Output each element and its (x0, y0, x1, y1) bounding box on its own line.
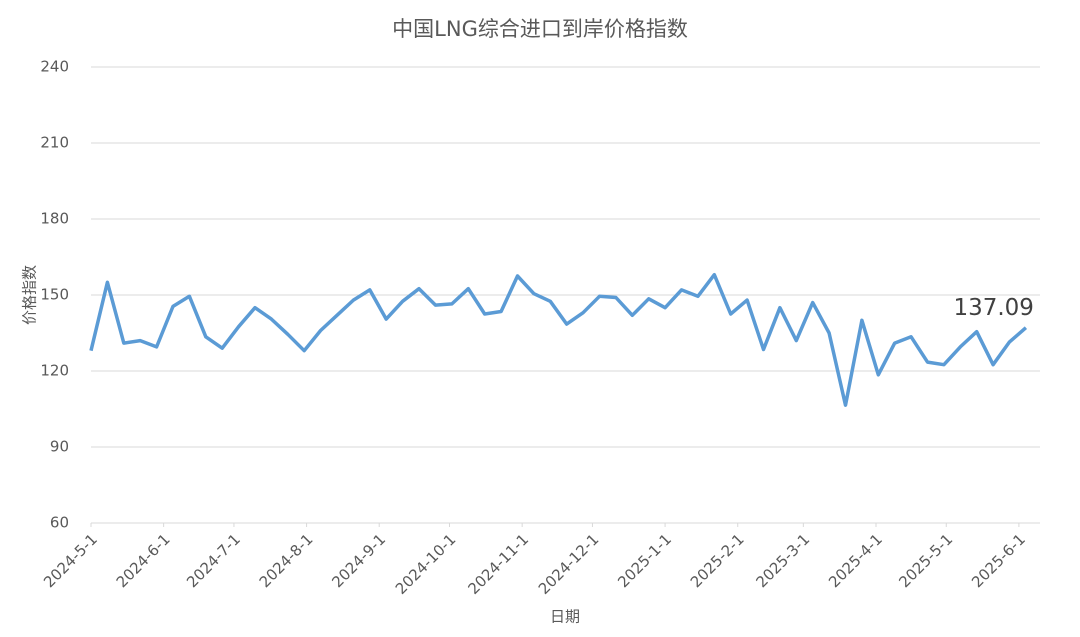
x-tick-label: 2024-12-1 (535, 530, 603, 598)
x-tick-label: 2024-10-1 (392, 530, 460, 598)
x-tick-label: 2025-3-1 (752, 530, 813, 591)
x-tick-label: 2024-9-1 (328, 530, 389, 591)
x-tick-label: 2025-5-1 (895, 530, 956, 591)
y-tick-label: 150 (40, 286, 69, 304)
y-tick-label: 210 (40, 134, 69, 152)
x-axis-title: 日期 (550, 608, 580, 626)
x-tick-label: 2024-11-1 (465, 530, 533, 598)
y-tick-label: 180 (40, 210, 69, 228)
y-tick-label: 90 (50, 438, 69, 456)
x-tick-label: 2025-1-1 (614, 530, 675, 591)
x-tick-label: 2024-5-1 (40, 530, 101, 591)
y-axis-title: 价格指数 (21, 265, 39, 325)
x-tick-label: 2025-2-1 (687, 530, 748, 591)
line (89, 272, 1028, 407)
x-tick-label: 2024-8-1 (256, 530, 317, 591)
x-tick-label: 2024-7-1 (183, 530, 244, 591)
chart-title: 中国LNG综合进口到岸价格指数 (392, 17, 688, 41)
y-tick-label: 120 (40, 362, 69, 380)
data-label: 137.09 (953, 295, 1033, 321)
x-tick-label: 2025-6-1 (968, 530, 1029, 591)
y-tick-label: 240 (40, 58, 69, 76)
x-tick-label: 2025-4-1 (825, 530, 886, 591)
x-tick-label: 2024-6-1 (113, 530, 174, 591)
y-tick-label: 60 (50, 514, 69, 532)
